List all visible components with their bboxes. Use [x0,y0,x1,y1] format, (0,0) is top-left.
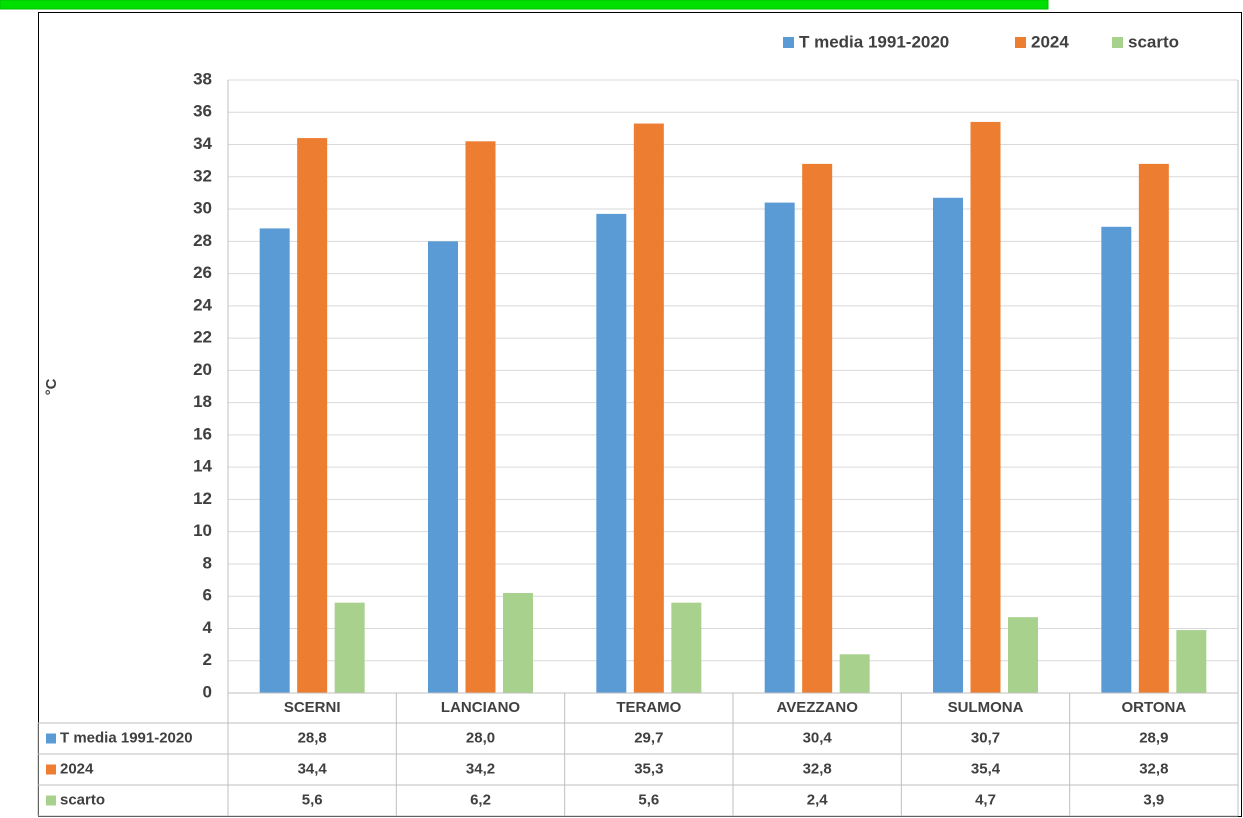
table-cell: 5,6 [302,791,323,808]
bar [1138,163,1169,693]
table-cell: 28,8 [298,729,327,746]
table-cell: 30,7 [971,729,1000,746]
bar [1008,617,1038,693]
x-tick-label: LANCIANO [441,699,520,716]
bar [259,228,290,693]
table-cell: 2,4 [807,791,829,808]
x-tick-label: TERAMO [616,699,681,716]
bar [933,197,963,693]
y-tick-label: 24 [193,295,212,314]
bar [596,213,627,694]
table-cell: 4,7 [975,791,996,808]
bar [465,141,496,694]
table-cell: 3,9 [1143,791,1164,808]
bar [671,602,702,693]
y-axis-label: °C [43,378,60,395]
table-cell: 34,4 [298,760,328,777]
table-cell: 5,6 [638,791,659,808]
y-tick-label: 4 [203,618,213,637]
y-tick-label: 32 [193,166,212,185]
table-cell: 30,4 [803,729,833,746]
y-tick-label: 0 [203,682,212,701]
y-tick-label: 12 [193,489,212,508]
bar [839,654,870,693]
y-tick-label: 30 [193,199,212,218]
y-tick-label: 34 [193,134,212,153]
table-cell: 35,3 [634,760,663,777]
table-cell: 34,2 [466,760,495,777]
legend-swatch [783,37,794,48]
y-tick-label: 14 [193,457,212,476]
bar [1101,226,1132,693]
y-tick-label: 22 [193,328,212,347]
y-tick-label: 8 [203,553,212,572]
bar [1176,630,1207,693]
table-cell: 32,8 [1139,760,1168,777]
bar [764,202,795,693]
x-tick-label: AVEZZANO [776,699,858,716]
table-row-label: 2024 [60,760,94,777]
y-tick-label: 2 [203,650,212,669]
table-key [46,764,56,775]
y-tick-label: 10 [193,521,212,540]
table-cell: 32,8 [803,760,832,777]
y-tick-label: 20 [193,360,212,379]
table-cell: 6,2 [470,791,491,808]
y-tick-label: 38 [193,69,212,88]
y-tick-label: 28 [193,231,212,250]
x-tick-label: ORTONA [1121,699,1186,716]
bar [970,121,1001,693]
y-tick-label: 6 [203,586,212,605]
top-banner [0,0,1049,10]
table-cell: 28,0 [466,729,495,746]
legend-swatch [1112,37,1123,48]
table-cell: 35,4 [971,760,1001,777]
legend-label: 2024 [1031,32,1069,51]
table-row-label: T media 1991-2020 [60,729,193,746]
table-key [46,733,56,744]
table-cell: 29,7 [634,729,663,746]
legend-label: T media 1991-2020 [799,32,949,51]
table-cell: 28,9 [1139,729,1168,746]
legend-label: scarto [1128,32,1179,51]
table-key [46,795,56,806]
bar [802,163,833,693]
bar [503,592,533,693]
y-tick-label: 16 [193,424,212,443]
bar [334,602,365,693]
y-tick-label: 18 [193,392,212,411]
table-row-label: scarto [60,791,105,808]
y-tick-label: 26 [193,263,212,282]
legend-swatch [1015,37,1026,48]
x-tick-label: SULMONA [948,699,1024,716]
y-tick-label: 36 [193,102,212,121]
bar [428,241,458,693]
bar [297,138,328,694]
bar [633,123,664,694]
x-tick-label: SCERNI [284,699,341,716]
